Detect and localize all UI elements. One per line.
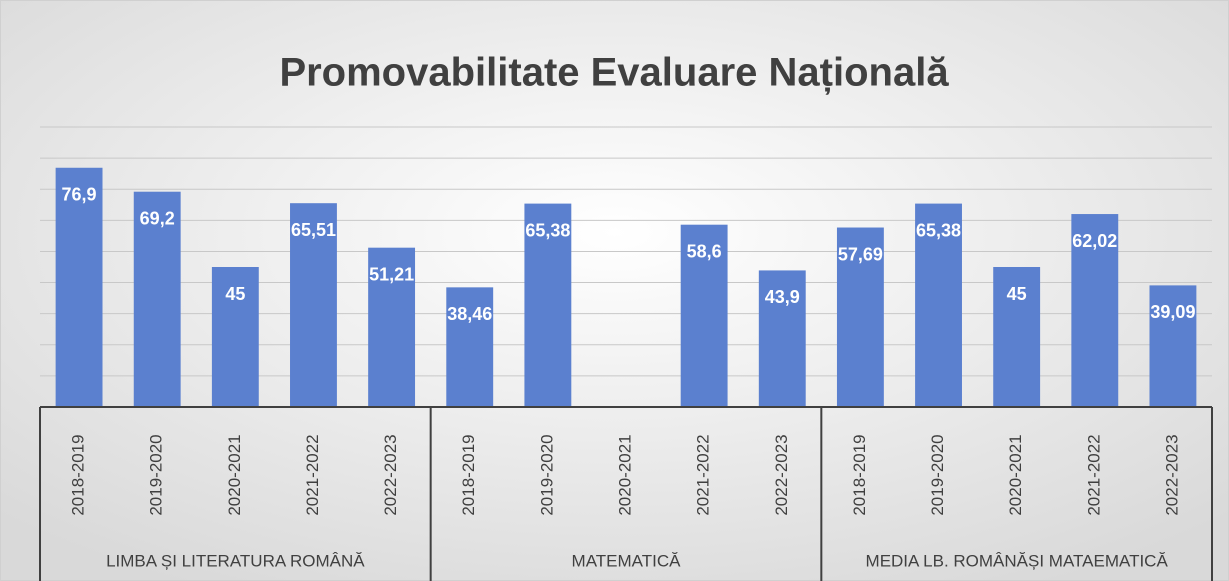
data-label: 51,21 — [369, 264, 414, 284]
data-label: 65,51 — [291, 220, 336, 240]
data-label: 69,2 — [140, 208, 175, 228]
bar — [133, 191, 181, 407]
group-label: MATEMATICĂ — [572, 551, 682, 570]
data-label: 39,09 — [1150, 302, 1195, 322]
x-tick-label: 2021-2022 — [303, 434, 322, 515]
bar — [915, 203, 962, 407]
x-tick-label: 2020-2021 — [615, 434, 634, 515]
x-tick-label: 2021-2022 — [1084, 434, 1103, 515]
x-tick-label: 2019-2020 — [147, 434, 166, 515]
x-tick-label: 2020-2021 — [225, 434, 244, 515]
data-label: 76,9 — [62, 185, 97, 205]
x-tick-label: 2018-2019 — [459, 434, 478, 515]
bar — [836, 227, 884, 407]
bar — [1071, 214, 1119, 407]
bar — [290, 203, 337, 407]
x-tick-label: 2021-2022 — [694, 434, 713, 515]
x-tick-label: 2019-2020 — [537, 434, 556, 515]
data-label: 58,6 — [687, 241, 722, 261]
x-tick-label: 2022-2023 — [381, 434, 400, 515]
data-label: 43,9 — [765, 287, 800, 307]
bar — [55, 167, 103, 407]
group-label: MEDIA LB. ROMÂNĂȘI MATAEMATICĂ — [866, 551, 1169, 570]
bar — [993, 267, 1041, 407]
bar — [446, 287, 494, 407]
data-label: 62,02 — [1072, 231, 1117, 251]
data-label: 65,38 — [916, 220, 961, 240]
chart-title: Promovabilitate Evaluare Națională — [279, 51, 949, 95]
x-tick-label: 2018-2019 — [850, 434, 869, 515]
bar — [1149, 285, 1197, 407]
bar — [680, 224, 728, 407]
data-label: 65,38 — [525, 220, 570, 240]
data-label: 57,69 — [838, 244, 883, 264]
data-label: 45 — [225, 284, 245, 304]
bar — [368, 247, 416, 407]
x-tick-label: 2018-2019 — [69, 434, 88, 515]
x-tick-label: 2022-2023 — [772, 434, 791, 515]
x-tick-label: 2022-2023 — [1162, 434, 1181, 515]
bar — [758, 270, 806, 407]
bar — [524, 203, 572, 407]
group-label: LIMBA ȘI LITERATURA ROMÂNĂ — [106, 551, 365, 570]
bar — [211, 267, 259, 407]
x-tick-label: 2019-2020 — [928, 434, 947, 515]
x-tick-label: 2020-2021 — [1006, 434, 1025, 515]
data-label: 45 — [1007, 284, 1027, 304]
data-label: 38,46 — [447, 304, 492, 324]
